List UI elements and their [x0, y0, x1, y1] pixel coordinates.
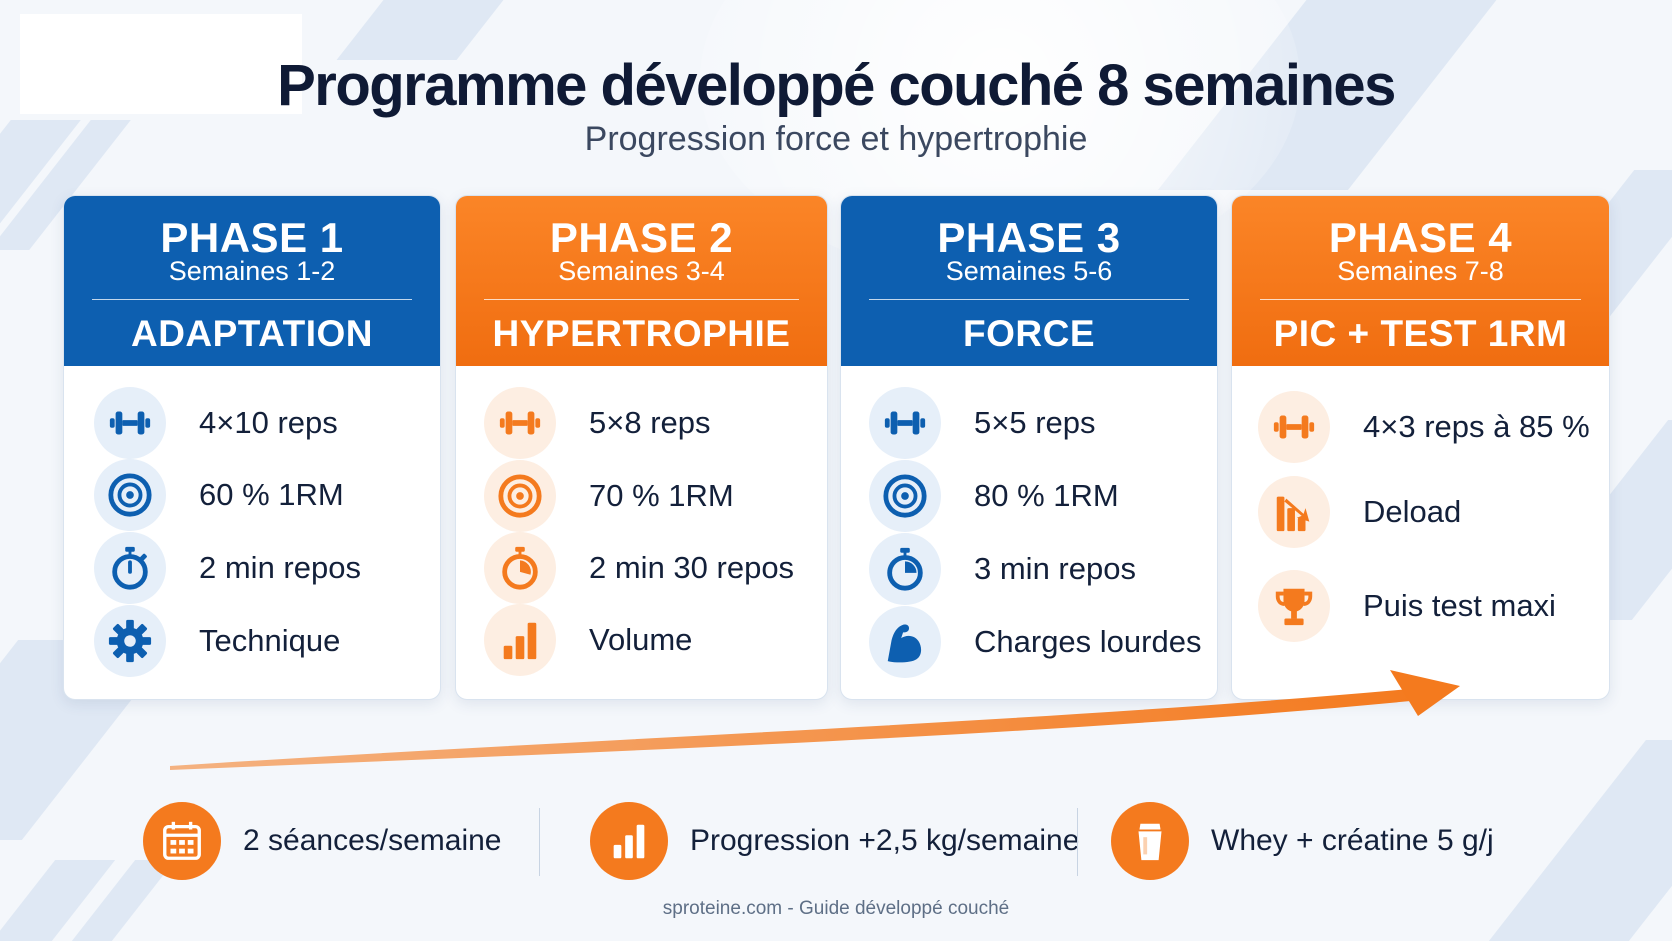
- list-item: Volume: [484, 604, 692, 676]
- divider: [1077, 808, 1078, 876]
- list-item: 5×5 reps: [869, 387, 1096, 459]
- dumbbell-icon: [1258, 391, 1330, 463]
- phase-weeks: Semaines 7-8: [1337, 256, 1504, 286]
- phase-goal: PIC + TEST 1RM: [1273, 313, 1568, 354]
- bottom-text: Whey + créatine 5 g/j: [1211, 824, 1494, 857]
- phase-header: PHASE 3 Semaines 5-6 FORCE: [841, 196, 1217, 366]
- header-divider: [869, 299, 1189, 300]
- dumbbell-icon: [94, 387, 166, 459]
- bottom-text: 2 séances/semaine: [243, 824, 502, 857]
- page-title: Programme développé couché 8 semaines: [277, 53, 1396, 118]
- list-item: 4×10 reps: [94, 387, 338, 459]
- item-text: 2 min repos: [199, 550, 361, 585]
- gear-icon: [94, 605, 166, 677]
- list-item: Deload: [1258, 476, 1461, 548]
- bottom-item-supplements: Whey + créatine 5 g/j: [1111, 800, 1494, 882]
- item-text: 2 min 30 repos: [589, 550, 795, 585]
- phase-card-3: PHASE 3 Semaines 5-6 FORCE 5×5 reps 80 %…: [840, 195, 1218, 700]
- trophy-icon: [1258, 570, 1330, 642]
- header-divider: [1260, 299, 1581, 300]
- item-text: 5×8 reps: [589, 405, 711, 440]
- dumbbell-icon: [869, 387, 941, 459]
- footer-credit: sproteine.com - Guide développé couché: [662, 898, 1010, 919]
- biceps-icon: [869, 606, 941, 678]
- phase-weeks: Semaines 5-6: [945, 256, 1113, 286]
- phase-weeks: Semaines 1-2: [168, 256, 336, 286]
- item-text: Technique: [199, 623, 341, 658]
- bar-chart-icon: [484, 604, 556, 676]
- phase-goal: ADAPTATION: [130, 313, 374, 354]
- phase-card-2: PHASE 2 Semaines 3-4 HYPERTROPHIE 5×8 re…: [455, 195, 828, 700]
- item-text: Puis test maxi: [1363, 588, 1556, 623]
- bottom-item-sessions: 2 séances/semaine: [143, 800, 502, 882]
- bottom-item-progression: Progression +2,5 kg/semaine: [590, 800, 1079, 882]
- deload-chart-icon: [1258, 476, 1330, 548]
- item-text: Volume: [589, 622, 693, 657]
- phase-card-4: PHASE 4 Semaines 7-8 PIC + TEST 1RM 4×3 …: [1231, 195, 1610, 700]
- phase-weeks: Semaines 3-4: [558, 256, 725, 286]
- phase-number: PHASE 2: [549, 214, 734, 261]
- phase-number: PHASE 4: [1328, 214, 1513, 261]
- calendar-icon: [143, 802, 221, 880]
- phase-card-1: PHASE 1 Semaines 1-2 ADAPTATION 4×10 rep…: [63, 195, 441, 700]
- phase-goal: FORCE: [963, 313, 1095, 354]
- target-icon: [94, 459, 166, 531]
- phase-header: PHASE 2 Semaines 3-4 HYPERTROPHIE: [456, 196, 827, 366]
- item-text: 70 % 1RM: [589, 478, 734, 513]
- phase-number: PHASE 3: [937, 214, 1121, 261]
- blank-panel: [20, 14, 302, 114]
- bar-chart-icon: [590, 802, 668, 880]
- item-text: 4×3 reps à 85 %: [1363, 409, 1590, 444]
- list-item: Charges lourdes: [869, 606, 1201, 678]
- dumbbell-icon: [484, 387, 556, 459]
- list-item: 2 min repos: [94, 532, 361, 604]
- list-item: 2 min 30 repos: [484, 532, 794, 604]
- divider: [539, 808, 540, 876]
- item-text: 60 % 1RM: [199, 477, 344, 512]
- list-item: 4×3 reps à 85 %: [1258, 391, 1590, 463]
- list-item: 70 % 1RM: [484, 460, 734, 532]
- target-icon: [484, 460, 556, 532]
- target-icon: [869, 460, 941, 532]
- list-item: Technique: [94, 605, 340, 677]
- item-text: 80 % 1RM: [974, 478, 1119, 513]
- header-divider: [484, 299, 799, 300]
- stopwatch-icon: [869, 533, 941, 605]
- list-item: 60 % 1RM: [94, 459, 344, 531]
- list-item: 5×8 reps: [484, 387, 711, 459]
- list-item: 3 min repos: [869, 533, 1136, 605]
- phase-number: PHASE 1: [160, 214, 344, 261]
- item-text: Charges lourdes: [974, 624, 1202, 659]
- shaker-icon: [1111, 802, 1189, 880]
- item-text: 4×10 reps: [199, 405, 338, 440]
- list-item: 80 % 1RM: [869, 460, 1119, 532]
- stopwatch-icon: [484, 532, 556, 604]
- item-text: Deload: [1363, 494, 1462, 529]
- phase-header: PHASE 4 Semaines 7-8 PIC + TEST 1RM: [1232, 196, 1609, 366]
- phase-header: PHASE 1 Semaines 1-2 ADAPTATION: [64, 196, 440, 366]
- bottom-text: Progression +2,5 kg/semaine: [690, 824, 1080, 857]
- page-subtitle: Progression force et hypertrophie: [584, 120, 1088, 158]
- item-text: 5×5 reps: [974, 405, 1096, 440]
- list-item: Puis test maxi: [1258, 570, 1556, 642]
- header-divider: [92, 299, 412, 300]
- item-text: 3 min repos: [974, 551, 1136, 586]
- phase-goal: HYPERTROPHIE: [492, 313, 791, 354]
- stopwatch-icon: [94, 532, 166, 604]
